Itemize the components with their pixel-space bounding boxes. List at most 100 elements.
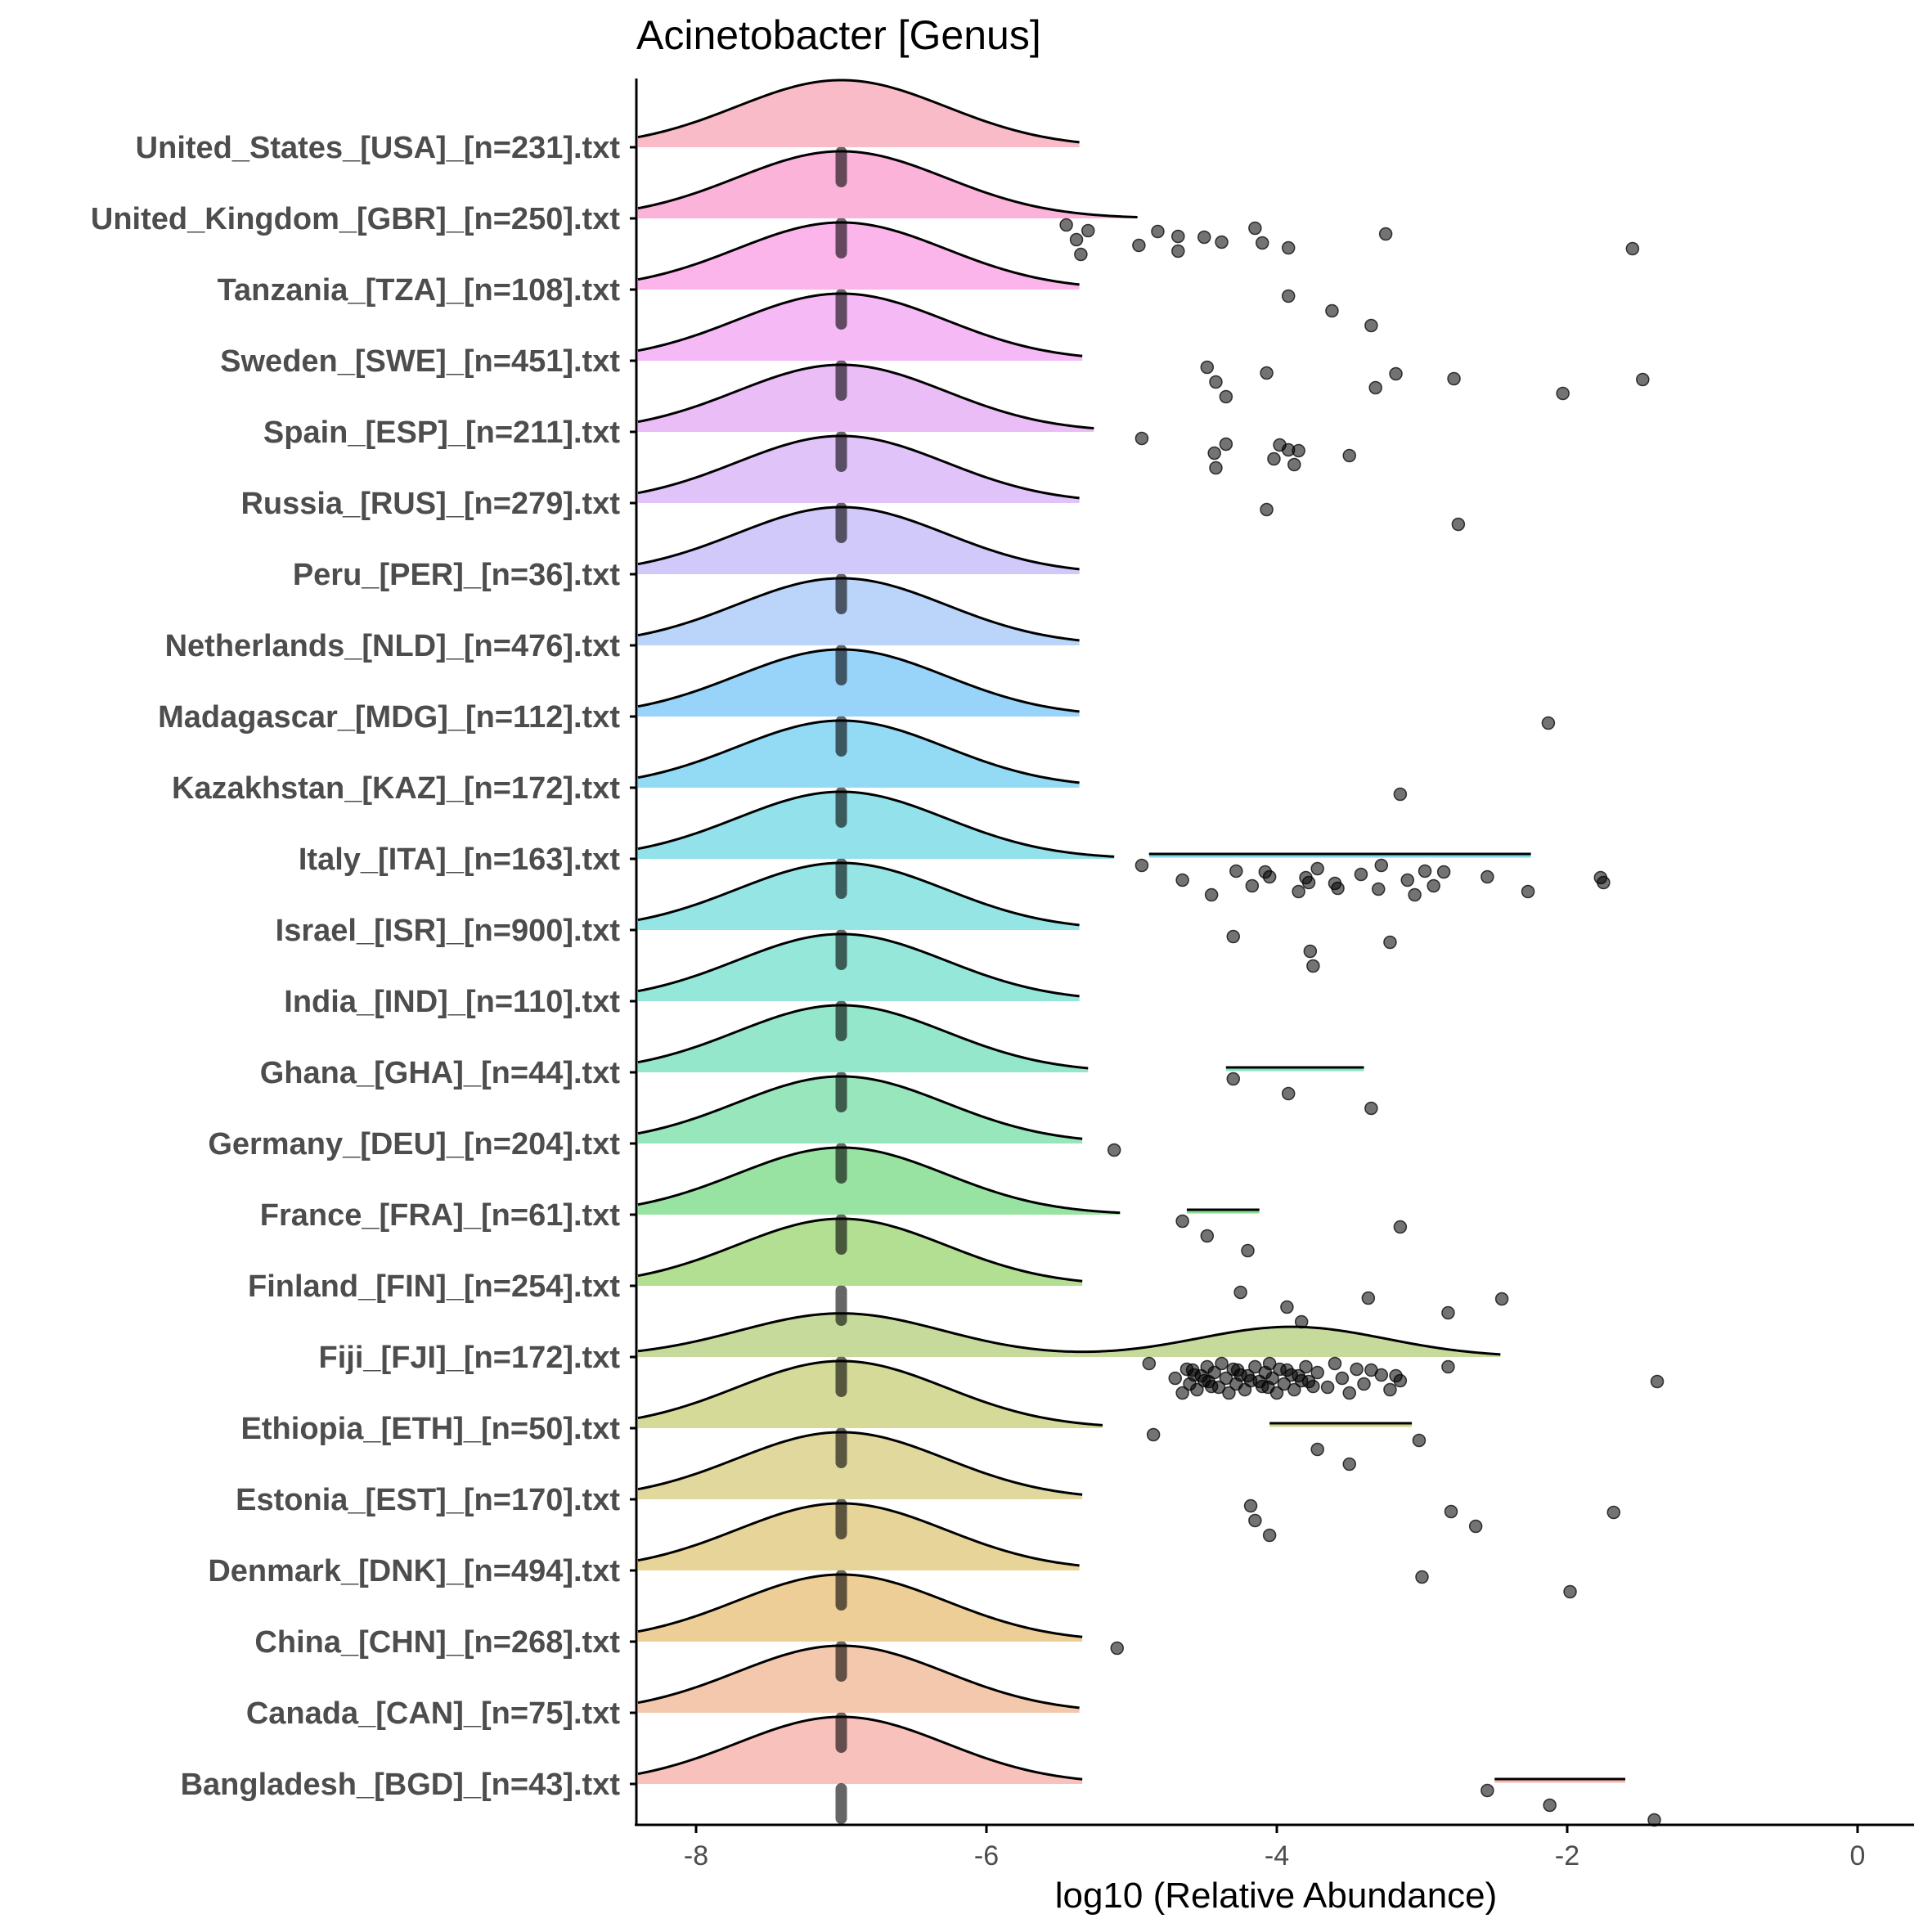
data-point xyxy=(1294,1314,1309,1329)
chart-title: Acinetobacter [Genus] xyxy=(636,12,1041,58)
ridge-group-bangladesh-bgd-n-43-txt xyxy=(637,1712,1625,1784)
data-point xyxy=(1110,1641,1124,1656)
data-point xyxy=(1209,461,1223,475)
ridge-fill xyxy=(638,1219,1083,1286)
ridge-outline xyxy=(637,1075,1083,1140)
data-point xyxy=(1415,1570,1429,1584)
data-point xyxy=(1211,1380,1226,1395)
ridge-fill xyxy=(638,1503,1080,1570)
ridge-group-kazakhstan-kaz-n-172-txt xyxy=(637,716,1080,788)
ridge-outline xyxy=(637,292,1083,357)
x-tick-label: -4 xyxy=(1265,1840,1289,1871)
data-point xyxy=(1204,887,1219,902)
data-point xyxy=(1389,366,1403,381)
data-point xyxy=(1222,1386,1236,1400)
data-point xyxy=(1342,1457,1356,1471)
data-point xyxy=(1364,318,1378,333)
ridge-fill xyxy=(638,1646,1080,1713)
data-point xyxy=(1625,241,1640,256)
data-point xyxy=(1134,431,1149,446)
data-point xyxy=(1151,224,1165,239)
data-point xyxy=(1543,1798,1557,1813)
data-point xyxy=(1393,787,1408,802)
points-layer xyxy=(835,218,1665,1827)
data-point xyxy=(1310,1442,1324,1457)
data-point xyxy=(1269,1386,1284,1400)
x-axis-label: log10 (Relative Abundance) xyxy=(1055,1876,1498,1916)
data-point xyxy=(1408,887,1422,902)
data-point xyxy=(1374,858,1389,873)
y-tick-label-ethiopia-eth-n-50-txt: Ethiopia_[ETH]_[n=50].txt xyxy=(241,1412,621,1446)
data-point xyxy=(1219,389,1233,404)
ridge-fill xyxy=(638,649,1080,717)
data-point xyxy=(1306,959,1320,973)
data-point xyxy=(1468,1519,1483,1534)
ridge-fill xyxy=(638,507,1080,574)
data-point xyxy=(1197,230,1211,245)
data-point xyxy=(1563,1584,1577,1599)
data-point xyxy=(1226,929,1240,944)
data-point xyxy=(1175,873,1189,887)
ridge-group-germany-deu-n-204-txt xyxy=(637,1072,1083,1143)
data-point xyxy=(1378,227,1393,241)
data-point xyxy=(1219,437,1233,452)
data-point xyxy=(1168,1371,1182,1386)
ridge-group-spain-esp-n-211-txt xyxy=(637,360,1094,432)
ridge-group-denmark-dnk-n-494-txt xyxy=(637,1498,1080,1570)
data-point xyxy=(1267,452,1281,466)
y-tick-label-tanzania-tza-n-108-txt: Tanzania_[TZA]_[n=108].txt xyxy=(218,273,621,308)
ridge-group-ghana-gha-n-44-txt xyxy=(637,1000,1364,1072)
data-point xyxy=(1451,517,1466,532)
data-point xyxy=(1441,1305,1455,1320)
y-tick-label-united-states-usa-n-231-txt: United_States_[USA]_[n=231].txt xyxy=(136,131,621,165)
ridge-group-china-chn-n-268-txt xyxy=(637,1570,1083,1642)
ridge-fill xyxy=(638,1361,1103,1428)
data-point xyxy=(1146,1427,1161,1442)
data-point xyxy=(1597,875,1611,890)
ridge-group-estonia-est-n-170-txt xyxy=(637,1427,1083,1499)
data-point xyxy=(1134,858,1149,873)
ridge-fill xyxy=(638,80,1080,147)
data-point xyxy=(1281,289,1296,303)
data-point xyxy=(1200,1229,1215,1243)
data-point xyxy=(1262,1356,1277,1371)
data-point xyxy=(1427,878,1440,893)
x-tick-label: 0 xyxy=(1850,1840,1866,1871)
ridge-fill xyxy=(638,1313,1501,1357)
data-point xyxy=(1248,1513,1262,1528)
y-tick-label-united-kingdom-gbr-n-250-txt: United_Kingdom_[GBR]_[n=250].txt xyxy=(91,202,620,236)
ridge-group-fiji-fji-n-172-txt xyxy=(637,1285,1501,1357)
data-point xyxy=(1074,247,1088,262)
data-point xyxy=(1229,864,1243,878)
ridge-group-france-fra-n-61-txt xyxy=(637,1143,1260,1215)
y-tick-label-france-fra-n-61-txt: France_[FRA]_[n=61].txt xyxy=(260,1198,621,1233)
ridge-outline xyxy=(637,1359,1103,1427)
y-tick-label-israel-isr-n-900-txt: Israel_[ISR]_[n=900].txt xyxy=(276,914,621,948)
data-point xyxy=(1650,1374,1665,1389)
x-tick-label: -6 xyxy=(974,1840,999,1871)
data-point xyxy=(1447,371,1461,386)
data-point xyxy=(1215,1356,1229,1371)
y-tick-label-italy-ita-n-163-txt: Italy_[ITA]_[n=163].txt xyxy=(299,842,620,877)
ridge-group-india-ind-n-110-txt xyxy=(637,929,1080,1001)
ridge-fill xyxy=(638,151,1138,218)
y-tick-label-estonia-est-n-170-txt: Estonia_[EST]_[n=170].txt xyxy=(236,1483,620,1517)
ridge-fill xyxy=(638,934,1080,1001)
data-point xyxy=(1207,1365,1221,1380)
data-point xyxy=(1310,1365,1324,1380)
data-point xyxy=(1441,1359,1455,1374)
ridge-group-sweden-swe-n-451-txt xyxy=(637,289,1083,361)
data-point xyxy=(1494,1292,1509,1306)
data-point xyxy=(1243,1498,1258,1513)
data-point xyxy=(1393,1220,1408,1234)
y-tick-label-canada-can-n-75-txt: Canada_[CAN]_[n=75].txt xyxy=(246,1696,620,1731)
ridge-fill xyxy=(638,294,1083,361)
data-point xyxy=(1132,238,1146,253)
y-tick-label-sweden-swe-n-451-txt: Sweden_[SWE]_[n=451].txt xyxy=(220,344,620,379)
data-point xyxy=(1354,867,1368,882)
data-point xyxy=(1342,1386,1356,1400)
data-point xyxy=(1350,1362,1364,1377)
data-point xyxy=(1320,1380,1335,1395)
data-point xyxy=(1372,882,1386,896)
ridge-group-united-kingdom-gbr-n-250-txt xyxy=(637,146,1138,219)
